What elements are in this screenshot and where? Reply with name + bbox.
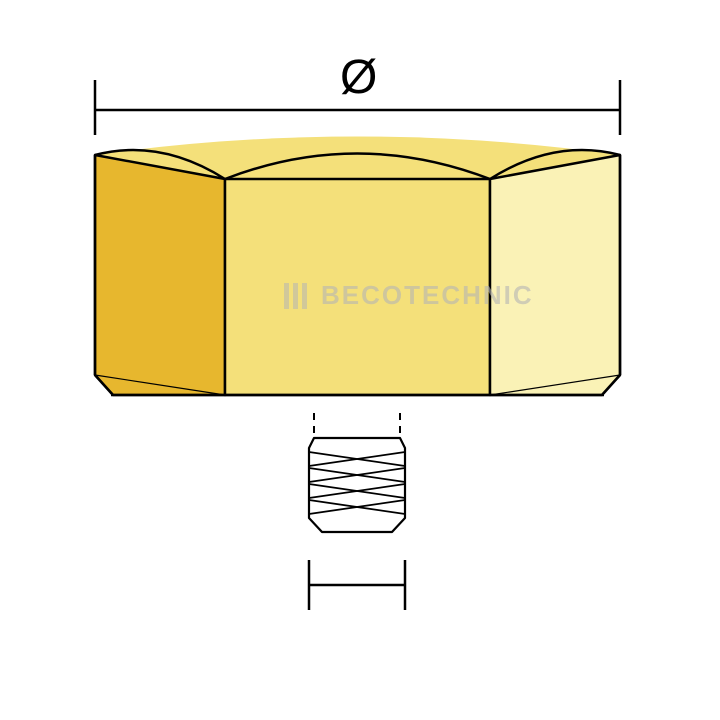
- diagram-canvas: { "diagram": { "type": "infographic", "b…: [0, 0, 720, 720]
- diameter-label: Ø: [340, 50, 377, 105]
- diagram-svg: [0, 0, 720, 720]
- watermark-bars-icon: [284, 283, 311, 309]
- bottom-dimension: [309, 560, 405, 610]
- thread-stub: [309, 438, 405, 532]
- watermark: BECOTECHNIC: [284, 280, 534, 311]
- watermark-text: BECOTECHNIC: [321, 280, 534, 311]
- hex-nut: [95, 137, 620, 396]
- thread-guides: [314, 413, 400, 438]
